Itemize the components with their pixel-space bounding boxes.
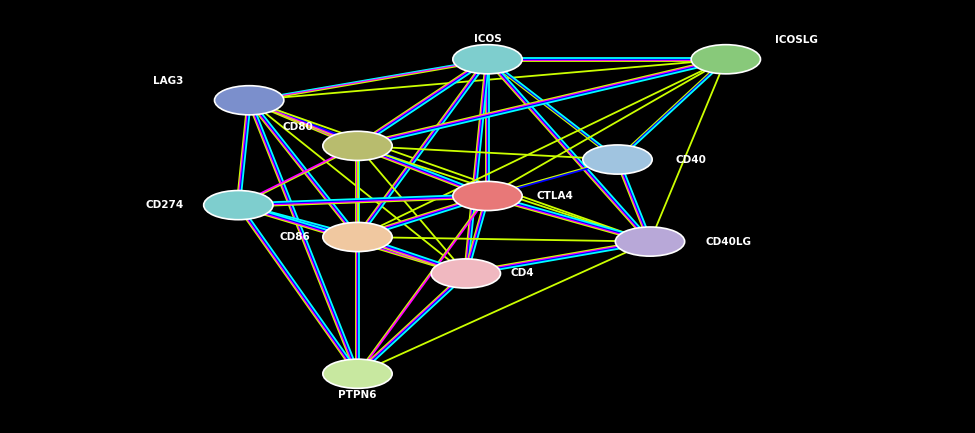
Text: CD40: CD40 [676,155,707,165]
Circle shape [204,191,273,220]
Text: ICOS: ICOS [474,34,501,44]
Text: CD86: CD86 [279,232,310,242]
Text: CD40LG: CD40LG [705,236,751,246]
Circle shape [323,359,392,388]
Text: CD274: CD274 [145,200,184,210]
Text: CD80: CD80 [283,122,313,132]
Circle shape [583,145,652,174]
Text: LAG3: LAG3 [153,76,183,86]
Circle shape [214,86,284,115]
Text: PTPN6: PTPN6 [338,390,376,400]
Circle shape [452,45,523,74]
Circle shape [323,223,392,252]
Text: CD4: CD4 [510,268,534,278]
Text: CTLA4: CTLA4 [536,191,573,201]
Circle shape [323,131,392,161]
Text: ICOSLG: ICOSLG [775,35,818,45]
Circle shape [691,45,760,74]
Circle shape [452,181,523,210]
Circle shape [615,227,684,256]
Circle shape [431,259,500,288]
